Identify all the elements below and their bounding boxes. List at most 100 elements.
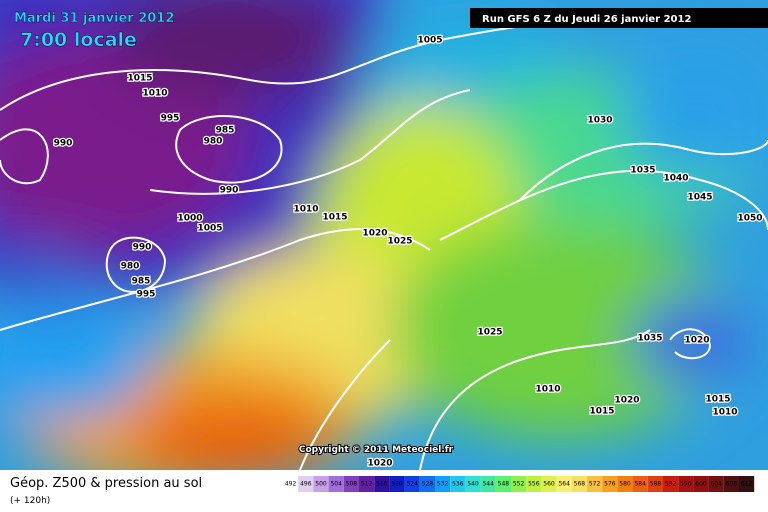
isobar-label: 985 bbox=[132, 277, 151, 287]
scale-label: 500 bbox=[315, 481, 327, 488]
isobar-label: 1000 bbox=[177, 214, 202, 224]
scale-swatch bbox=[647, 476, 663, 492]
scale-swatch bbox=[602, 476, 618, 492]
isobar-label: 995 bbox=[161, 114, 180, 124]
scale-label: 512 bbox=[361, 481, 373, 488]
scale-swatch bbox=[739, 476, 755, 492]
scale-swatch bbox=[495, 476, 511, 492]
scale-swatch bbox=[678, 476, 694, 492]
scale-swatch bbox=[283, 476, 299, 492]
scale-label: 580 bbox=[619, 481, 631, 488]
isobar-label: 1025 bbox=[387, 237, 412, 247]
isobar-label: 1045 bbox=[687, 193, 712, 203]
date-label: Mardi 31 janvier 2012 bbox=[14, 11, 174, 26]
footer-title: Géop. Z500 & pression au sol bbox=[10, 476, 202, 491]
scale-swatch bbox=[374, 476, 390, 492]
scale-swatch bbox=[663, 476, 679, 492]
scale-label: 596 bbox=[680, 481, 692, 488]
scale-label: 492 bbox=[285, 481, 297, 488]
scale-label: 600 bbox=[695, 481, 707, 488]
scale-label: 556 bbox=[528, 481, 540, 488]
scale-swatch bbox=[343, 476, 359, 492]
scale-swatch bbox=[632, 476, 648, 492]
scale-swatch bbox=[587, 476, 603, 492]
isobar-label: 1040 bbox=[663, 174, 688, 184]
isobar-label: 1020 bbox=[362, 229, 387, 239]
scale-swatch bbox=[723, 476, 739, 492]
scale-swatch bbox=[359, 476, 375, 492]
isobar-label: 1035 bbox=[630, 166, 655, 176]
scale-label: 608 bbox=[726, 481, 738, 488]
footer-lead: (+ 120h) bbox=[10, 496, 50, 506]
scale-swatch bbox=[328, 476, 344, 492]
scale-swatch bbox=[556, 476, 572, 492]
scale-label: 568 bbox=[574, 481, 586, 488]
run-label: Run GFS 6 Z du Jeudi 26 janvier 2012 bbox=[482, 14, 691, 25]
scale-swatch bbox=[571, 476, 587, 492]
scale-label: 612 bbox=[741, 481, 753, 488]
scale-swatch bbox=[389, 476, 405, 492]
isobar-label: 1010 bbox=[293, 205, 318, 215]
scale-label: 520 bbox=[391, 481, 403, 488]
isobar-label: 1035 bbox=[637, 334, 662, 344]
scale-swatch bbox=[298, 476, 314, 492]
isobar-label: 1015 bbox=[705, 395, 730, 405]
scale-swatch bbox=[450, 476, 466, 492]
isobar-label: 1025 bbox=[477, 328, 502, 338]
scale-label: 572 bbox=[589, 481, 601, 488]
scale-label: 528 bbox=[422, 481, 434, 488]
scale-label: 564 bbox=[558, 481, 570, 488]
isobar-label: 1030 bbox=[587, 116, 612, 126]
isobar-label: 1010 bbox=[142, 89, 167, 99]
scale-swatch bbox=[526, 476, 542, 492]
scale-label: 576 bbox=[604, 481, 616, 488]
scale-swatch bbox=[480, 476, 496, 492]
color-scale: 492 496 500 504 508 512 516 520 524 528 532 536 540 5… bbox=[283, 476, 755, 492]
isobar-label: 980 bbox=[121, 262, 140, 272]
scale-label: 524 bbox=[406, 481, 418, 488]
run-box bbox=[470, 8, 768, 28]
scale-label: 584 bbox=[634, 481, 646, 488]
scale-label: 516 bbox=[376, 481, 388, 488]
scale-label: 532 bbox=[437, 481, 449, 488]
isobar-label: 1015 bbox=[127, 74, 152, 84]
isobar-label: 995 bbox=[137, 290, 156, 300]
scale-label: 536 bbox=[452, 481, 464, 488]
isobar-label: 1005 bbox=[417, 36, 442, 46]
scale-swatch bbox=[617, 476, 633, 492]
isobar-label: 1020 bbox=[684, 336, 709, 346]
scale-label: 504 bbox=[330, 481, 342, 488]
isobar-label: 990 bbox=[133, 243, 152, 253]
scale-label: 592 bbox=[665, 481, 677, 488]
scale-label: 544 bbox=[482, 481, 494, 488]
scale-label: 588 bbox=[650, 481, 662, 488]
map-background bbox=[0, 0, 768, 490]
scale-label: 604 bbox=[710, 481, 722, 488]
scale-swatch bbox=[708, 476, 724, 492]
scale-label: 552 bbox=[513, 481, 525, 488]
scale-swatch bbox=[511, 476, 527, 492]
isobar-label: 1020 bbox=[367, 459, 392, 469]
scale-label: 540 bbox=[467, 481, 479, 488]
scale-swatch bbox=[313, 476, 329, 492]
isobar-label: 990 bbox=[54, 139, 73, 149]
isobar-label: 1010 bbox=[712, 408, 737, 418]
scale-swatch bbox=[419, 476, 435, 492]
time-label: 7:00 locale bbox=[20, 29, 137, 51]
copyright: Copyright © 2011 Meteociel.fr bbox=[299, 445, 454, 455]
scale-swatch bbox=[435, 476, 451, 492]
isobar-label: 1050 bbox=[737, 214, 762, 224]
isobar-label: 990 bbox=[220, 186, 239, 196]
scale-swatch bbox=[404, 476, 420, 492]
scale-label: 548 bbox=[498, 481, 510, 488]
isobar-label: 980 bbox=[204, 137, 223, 147]
isobar-labels: 1005101510109959859809909901000100510101… bbox=[52, 34, 763, 470]
isobar-label: 985 bbox=[216, 126, 235, 136]
scale-label: 508 bbox=[346, 481, 358, 488]
isobar-label: 1020 bbox=[614, 396, 639, 406]
isobar-label: 1005 bbox=[197, 224, 222, 234]
scale-swatch bbox=[693, 476, 709, 492]
isobar-label: 1015 bbox=[322, 213, 347, 223]
scale-swatch bbox=[541, 476, 557, 492]
